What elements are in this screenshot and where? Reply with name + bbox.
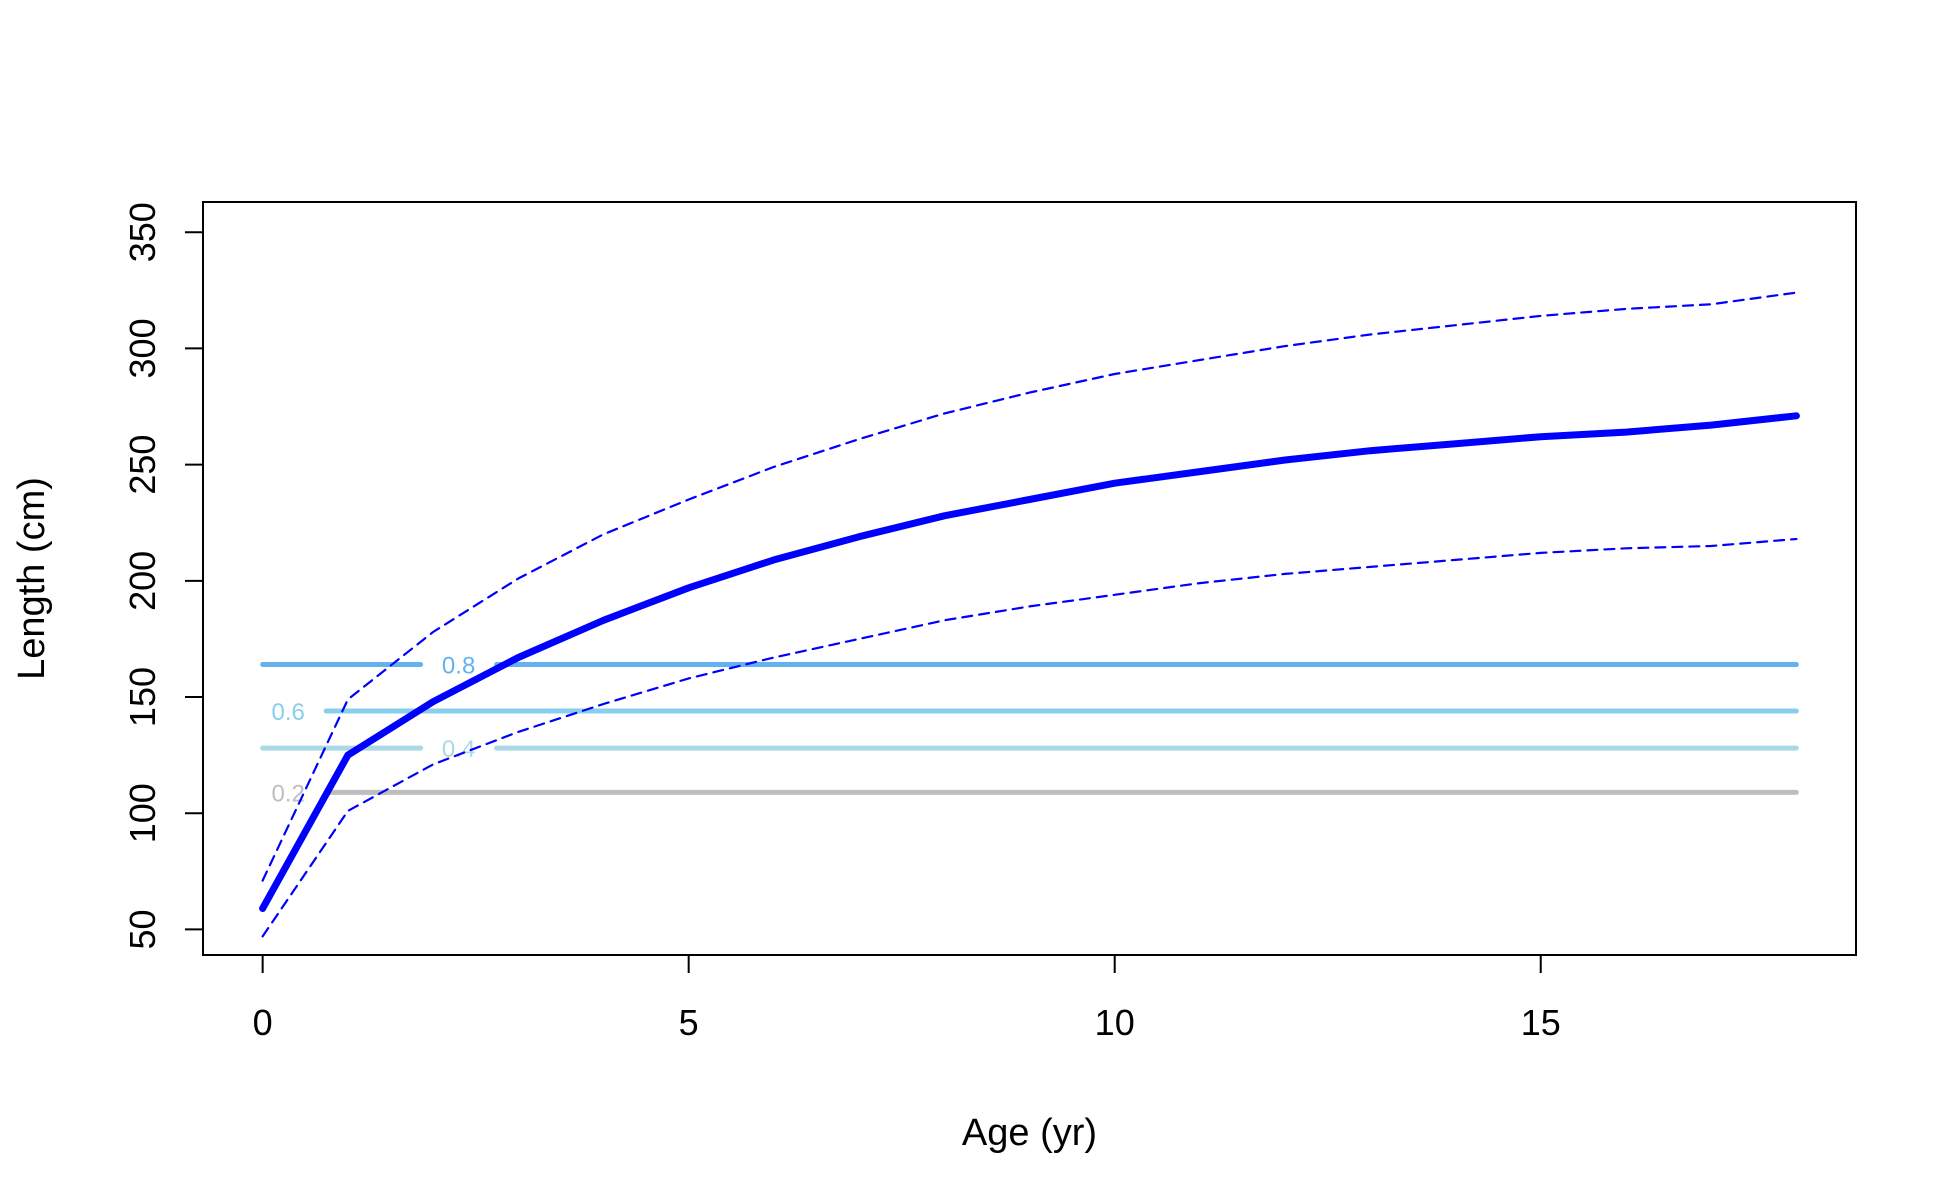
y-tick-label: 300 [122,318,163,378]
y-tick-label: 150 [122,667,163,727]
mean-length-line [259,412,1800,912]
reference-line-label: 0.6 [272,699,305,726]
x-tick-label: 0 [253,1002,273,1043]
reference-lines: 0.80.60.40.2 [260,652,1799,807]
confidence-band-line [261,537,1798,938]
plot-frame [202,201,1857,956]
series-lines [259,291,1800,938]
x-tick-label: 15 [1521,1002,1561,1043]
y-tick-label: 250 [122,435,163,495]
x-axis-label: Age (yr) [962,1112,1097,1154]
y-tick-label: 200 [122,551,163,611]
x-tick-label: 5 [679,1002,699,1043]
confidence-band-line [261,291,1798,882]
y-tick-label: 350 [122,202,163,262]
x-tick-label: 10 [1095,1002,1135,1043]
y-tick-label: 50 [122,909,163,949]
y-axis-label: Length (cm) [11,477,53,680]
y-tick-label: 100 [122,783,163,843]
reference-line-label: 0.8 [442,652,475,679]
